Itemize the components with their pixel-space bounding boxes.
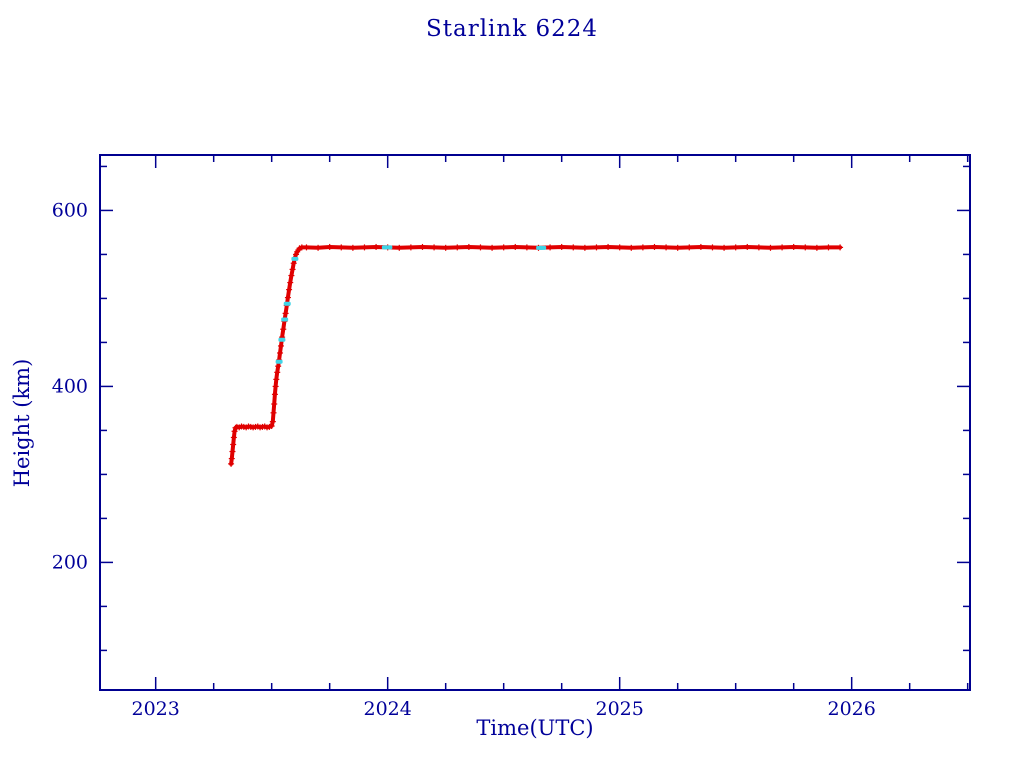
y-tick-label: 600 <box>52 199 88 221</box>
chart-title: Starlink 6224 <box>425 16 598 42</box>
series-height-main-red <box>228 243 844 467</box>
x-tick-label: 2024 <box>364 698 412 720</box>
x-tick-label: 2025 <box>596 698 644 720</box>
x-axis-label: Time(UTC) <box>476 716 594 740</box>
y-tick-label: 200 <box>52 551 88 573</box>
y-tick-label: 400 <box>52 375 88 397</box>
plot-frame <box>99 154 971 691</box>
x-tick-label: 2026 <box>828 698 876 720</box>
series-height-secondary-cyan <box>275 245 547 364</box>
x-tick-label: 2023 <box>132 698 180 720</box>
